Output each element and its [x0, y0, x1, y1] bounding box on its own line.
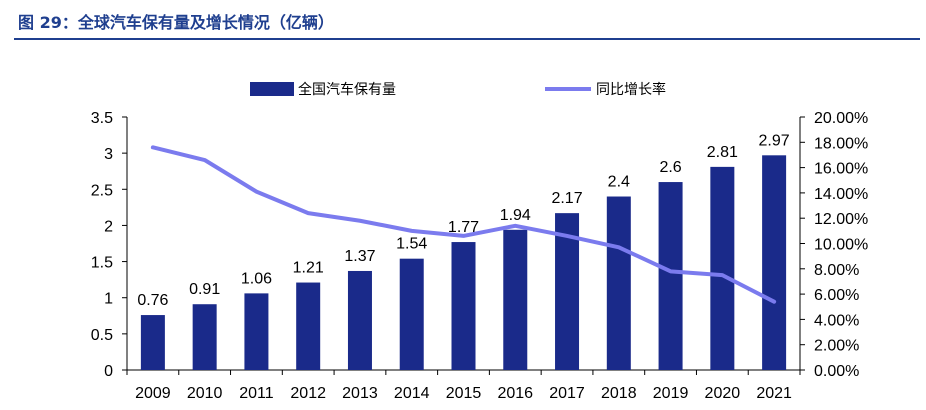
bar: [451, 242, 476, 370]
bar: [503, 229, 528, 370]
growth-rate-point: [669, 269, 673, 273]
legend-label-bar: 全国汽车保有量: [298, 81, 396, 98]
right-tick-label: 2.00%: [814, 338, 859, 355]
right-tick-label: 20.00%: [814, 110, 868, 127]
left-tick-label: 3.5: [91, 110, 113, 127]
x-tick-label: 2010: [187, 385, 223, 402]
bars: [140, 155, 787, 370]
growth-rate-point: [513, 224, 517, 228]
x-tick-label: 2014: [394, 385, 430, 402]
x-tick-label: 2017: [549, 385, 585, 402]
bar-value-label: 2.97: [759, 132, 790, 149]
growth-rate-point: [462, 234, 465, 238]
x-tick-label: 2018: [601, 385, 637, 402]
bar-value-label: 2.81: [707, 144, 738, 161]
bar-value-label: 2.17: [551, 190, 582, 207]
right-tick-label: 6.00%: [814, 287, 859, 304]
growth-rate-point: [151, 145, 155, 149]
bar: [244, 293, 269, 370]
growth-rate-point: [358, 219, 362, 223]
bar-value-label: 1.37: [344, 248, 375, 265]
x-tick-label: 2012: [290, 385, 326, 402]
bar-value-label: 1.94: [500, 207, 531, 224]
bar-value-label: 1.21: [293, 260, 324, 277]
legend-swatch-bar: [250, 82, 294, 96]
left-tick-label: 1: [104, 291, 113, 308]
left-tick-label: 3: [104, 146, 113, 163]
x-tick-label: 2013: [342, 385, 378, 402]
bar: [658, 182, 683, 370]
bar: [762, 155, 787, 370]
left-axis-ticks: 0 0.5 1 1.5 2 2.5 3 3.5: [91, 110, 127, 380]
right-axis-ticks: 0.00% 2.00% 4.00% 6.00% 8.00% 10.00% 12.00% 14.…: [800, 110, 868, 380]
bar: [140, 315, 165, 370]
legend: 全国汽车保有量 同比增长率: [250, 81, 666, 98]
growth-rate-point: [410, 229, 414, 233]
figure-title: 图 29：全球汽车保有量及增长情况（亿辆）: [18, 13, 334, 32]
right-tick-label: 4.00%: [814, 312, 859, 329]
title-rule: [14, 38, 920, 40]
x-tick-label: 2011: [239, 385, 274, 402]
left-tick-label: 1.5: [91, 255, 113, 272]
right-tick-label: 10.00%: [814, 237, 868, 254]
growth-rate-point: [617, 245, 621, 249]
x-tick-label: 2019: [653, 385, 689, 402]
left-tick-label: 2.5: [91, 182, 113, 199]
bar: [347, 270, 372, 370]
x-tick-label: 2015: [446, 385, 482, 402]
right-tick-label: 8.00%: [814, 262, 859, 279]
bar: [710, 166, 735, 370]
bar: [606, 196, 631, 370]
growth-rate-point: [720, 273, 724, 277]
growth-line-layer: [150, 145, 777, 304]
x-tick-label: 2020: [705, 385, 741, 402]
bar: [399, 258, 424, 370]
x-axis-ticks: 2009 2010 2011 2012 2013 2014 2015 2016 2017 2018…: [126, 370, 801, 402]
bar-labels: 0.76 0.91 1.06 1.21 1.37 1.54 1.77 1.94 2.17 2.4 2…: [137, 132, 789, 309]
x-tick-label: 2021: [756, 385, 792, 402]
bar: [192, 304, 217, 370]
growth-rate-point: [254, 190, 258, 194]
right-tick-label: 16.00%: [814, 161, 868, 178]
x-tick-label: 2009: [135, 385, 171, 402]
growth-rate-point: [772, 300, 776, 304]
growth-rate-point: [565, 234, 569, 238]
bar-value-label: 0.91: [189, 281, 220, 298]
left-tick-label: 2: [104, 218, 113, 235]
legend-label-line: 同比增长率: [596, 81, 666, 98]
x-tick-label: 2016: [497, 385, 533, 402]
bar-value-label: 2.6: [659, 159, 681, 176]
bar-value-label: 2.4: [608, 174, 630, 191]
left-tick-label: 0: [104, 363, 113, 380]
right-tick-label: 0.00%: [814, 363, 859, 380]
left-tick-label: 0.5: [91, 327, 113, 344]
right-tick-label: 18.00%: [814, 135, 868, 152]
growth-rate-point: [306, 211, 310, 215]
bar-value-label: 1.54: [396, 236, 427, 253]
bar: [296, 282, 321, 370]
right-tick-label: 12.00%: [814, 211, 868, 228]
bar-value-label: 0.76: [137, 292, 168, 309]
right-tick-label: 14.00%: [814, 186, 868, 203]
growth-rate-point: [203, 158, 207, 162]
bar-value-label: 1.77: [448, 219, 479, 236]
bar-value-label: 1.06: [241, 270, 272, 287]
